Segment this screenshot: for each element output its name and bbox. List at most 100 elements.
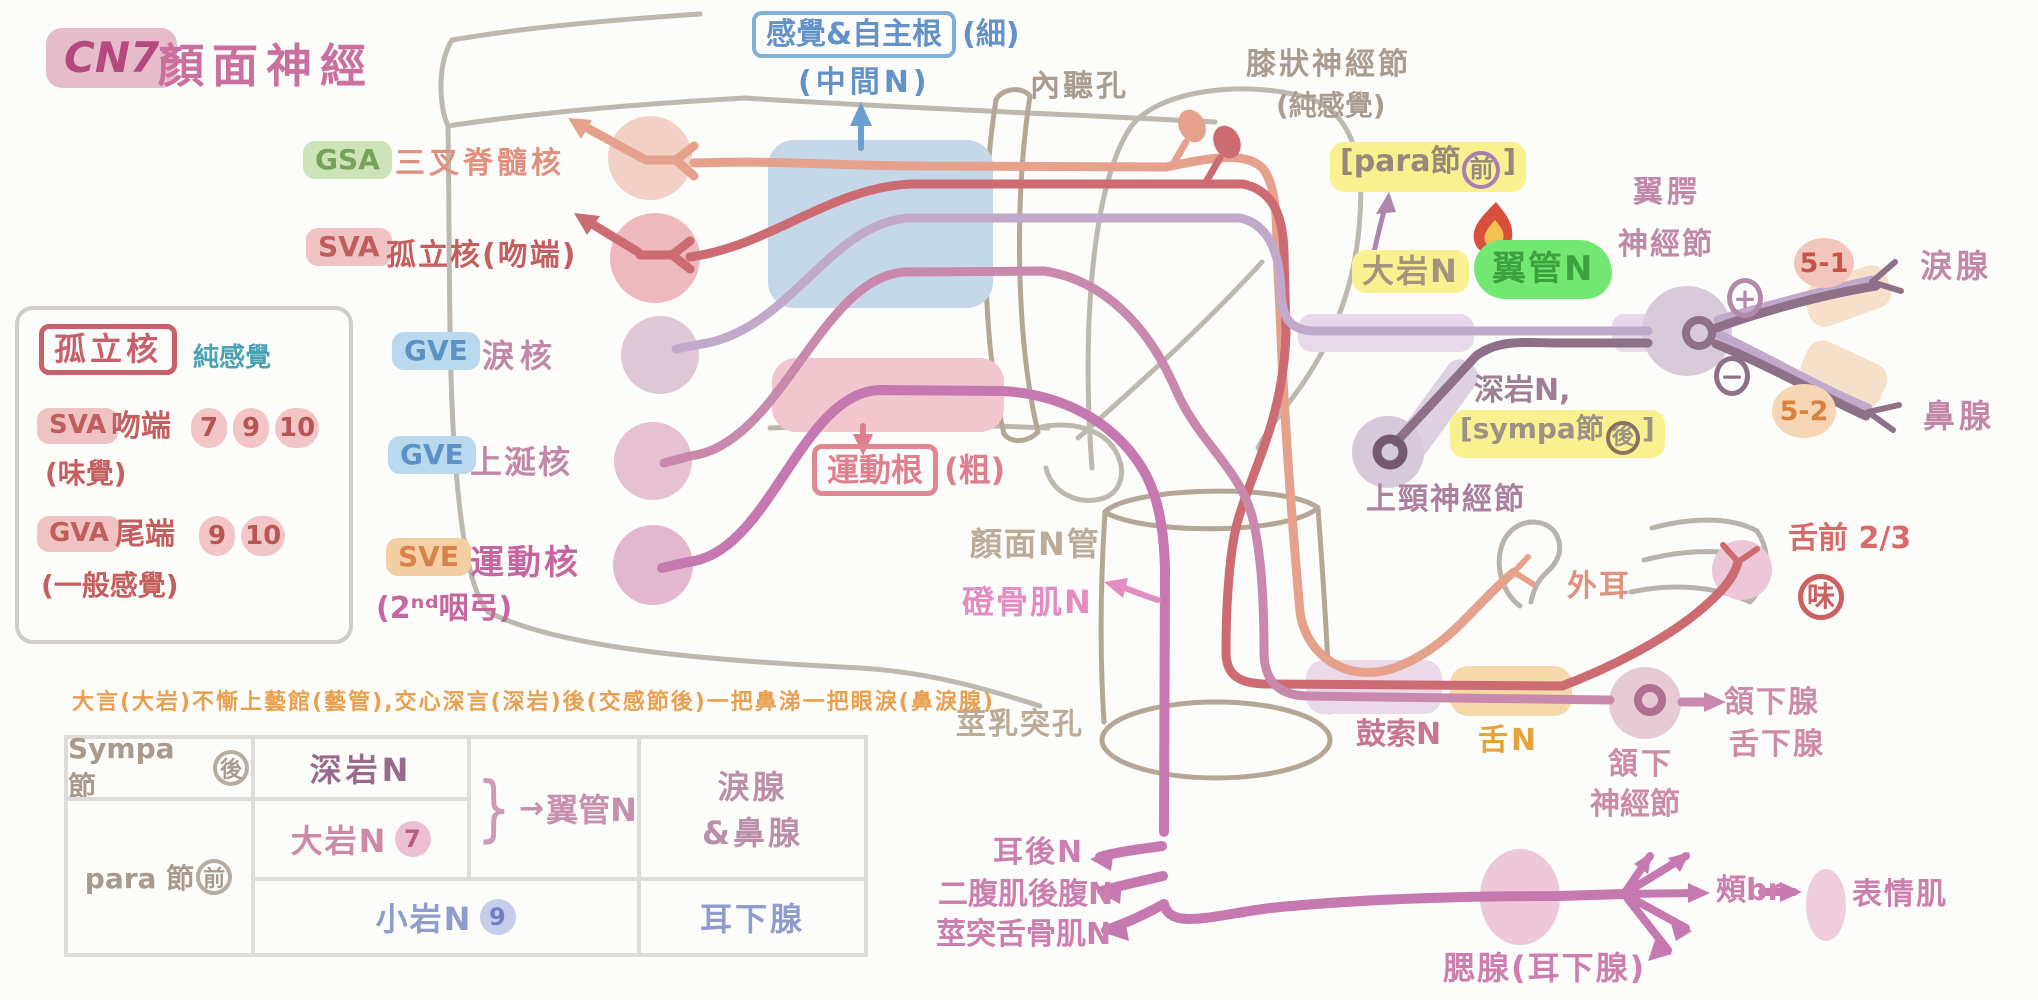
petrosal-summary-table: Sympa 節後 para 節前 深岩N 大岩N 7 小岩N 9 } → 翼管N 淚腺 &…: [64, 732, 868, 957]
motor-arrowheads: [1090, 849, 1802, 961]
solitary-sva-badge: SVA: [37, 408, 119, 444]
solitary-gva-numbers: 9 10: [199, 516, 291, 556]
solitary-gva-sub: (一般感覺): [41, 569, 179, 602]
solitary-gva-text: 尾端: [115, 517, 175, 552]
motor-nucleus-label: 運動核: [470, 543, 581, 583]
stylohyoid-label: 莖突舌骨肌N: [936, 917, 1112, 952]
para-close: ]: [1502, 144, 1517, 179]
table-cell-deep-petrosal: 深岩N: [251, 735, 471, 801]
ganglion-rings: [1372, 316, 1716, 716]
salivatory-nucleus-label: 上涎核: [470, 443, 573, 481]
submandibular-gland-label: 頷下腺: [1724, 685, 1820, 720]
solitary-note: 純感覺: [193, 343, 272, 373]
motor-root-text: 運動根: [812, 444, 939, 496]
iam-and-canal-outline: [983, 87, 1333, 781]
gland-line2: &鼻腺: [702, 814, 803, 852]
anterior-tongue-label: 舌前 2/3: [1788, 521, 1912, 556]
otic-text: 耳下腺: [699, 900, 805, 938]
vidian-nerve-label: 翼管N: [1474, 240, 1613, 300]
num-9: 9: [233, 408, 269, 448]
para-circled-char: 前: [1462, 150, 1501, 189]
sva-badge: SVA: [306, 228, 392, 267]
ppg-label-line1: 翼腭: [1633, 175, 1701, 210]
plus-sign: +: [1727, 278, 1763, 318]
v2-badge: 5-2: [1772, 384, 1836, 438]
motor-root-suffix: (粗): [944, 451, 1006, 489]
motor-pathway: [657, 384, 1798, 954]
digastric-label: 二腹肌後腹N: [938, 877, 1114, 912]
num-9b: 9: [199, 516, 235, 556]
deep-text: 深岩N: [309, 751, 413, 789]
facial-canal-label: 顏面N管: [970, 525, 1101, 563]
facial-muscles-label: 表情肌: [1852, 877, 1948, 912]
table-cell-sympa: Sympa 節 後: [64, 732, 255, 803]
sympa-postganglionic-label: [sympa節後]: [1450, 410, 1665, 458]
table-cell-lesser-petrosal: 小岩N 9: [251, 877, 641, 957]
lacrimal-nucleus-label: 淚核: [482, 337, 559, 375]
nasal-gland-label: 鼻腺: [1923, 397, 1996, 435]
buccal-branch-label: 頰br: [1716, 873, 1783, 908]
gve1-badge: GVE: [392, 332, 480, 371]
page-title: 顏面神經: [158, 39, 374, 93]
merge-arrow: →: [518, 790, 545, 826]
solitary-nucleus-box: 孤立核 純感覺 SVA 吻端 7 9 10 (味覺) GVA 尾端 9 10 (一般感…: [15, 306, 353, 644]
gve1-badge-text: GVE: [392, 332, 480, 371]
gsa-badge-text: GSA: [303, 141, 392, 180]
num-10b: 10: [241, 516, 286, 556]
external-ear-label: 外耳: [1567, 569, 1631, 604]
scg-label: 上頸神經節: [1366, 482, 1526, 517]
para-preganglionic-label: [para節前]: [1330, 142, 1527, 192]
table-cell-para: para 節前: [64, 797, 255, 957]
para-text: para 節: [84, 862, 195, 895]
gve2-badge: GVE: [388, 436, 476, 475]
gland-line1: 淚腺: [717, 768, 788, 806]
gve2-badge-text: GVE: [388, 436, 476, 475]
sva-badge-text: SVA: [306, 228, 392, 267]
minus-sign: −: [1714, 356, 1750, 396]
num-7: 7: [191, 408, 227, 448]
lacrimal-gland-label: 淚腺: [1920, 247, 1993, 285]
chorda-tympani-label: 鼓索N: [1356, 717, 1442, 752]
sensory-root-label: 感覺&自主根 (細): [752, 11, 1020, 58]
sympa-close: ]: [1641, 412, 1655, 445]
sve-badge: SVE: [386, 538, 471, 577]
sve-badge-text: SVE: [386, 538, 471, 577]
table-cell-vidian: } → 翼管N: [467, 735, 641, 881]
num-10: 10: [275, 408, 320, 448]
parotid-label: 腮腺(耳下腺): [1443, 949, 1647, 987]
stapedius-label: 磴骨肌N: [962, 583, 1093, 621]
sympa-open: [sympa節: [1460, 412, 1604, 445]
sva-nucleus-label: 孤立核(吻端): [386, 238, 578, 273]
para-circ: 前: [196, 859, 233, 895]
sympathetic-pathway: [1391, 259, 1904, 447]
solitary-gva-badge-text: GVA: [37, 516, 121, 552]
title-badge: CN7: [46, 28, 178, 89]
solitary-heading: 孤立核: [39, 324, 178, 375]
sva-ta​ste-pathway: [579, 125, 1760, 691]
gsa-pathway: [573, 109, 1536, 677]
merge-bracket: }: [476, 766, 512, 850]
gsa-nucleus-label: 三叉脊髓核: [395, 146, 565, 181]
lesser-num: 9: [480, 899, 517, 935]
stapedius-arrow: [1104, 578, 1161, 603]
solitary-sva-text: 吻端: [111, 409, 171, 444]
table-cell-otic-gland: 耳下腺: [637, 877, 868, 957]
para-open: [para節: [1340, 144, 1461, 179]
stylomastoid-label: 莖乳突孔: [956, 707, 1084, 742]
v1-badge: 5-1: [1794, 238, 1854, 288]
taste-circle-label: 味: [1798, 574, 1844, 620]
geniculate-label: 膝狀神經節: [1246, 47, 1411, 82]
lingual-nerve-label: 舌N: [1478, 723, 1540, 758]
geniculate-sub: (純感覺): [1276, 89, 1386, 122]
greater-num: 7: [395, 821, 432, 857]
smg-label-line2: 神經節: [1590, 787, 1680, 822]
iam-label: 內聽孔: [1030, 69, 1129, 104]
smg-label-line1: 頷下: [1608, 747, 1674, 782]
posterior-auricular-label: 耳後N: [993, 835, 1085, 870]
table-cell-greater-petrosal: 大岩N 7: [251, 797, 471, 881]
mnemonic-note: 大言(大岩)不慚上藝館(藝管),交心深言(深岩)後(交感節後)一把鼻涕一把眼淚(…: [72, 690, 995, 715]
deep-petrosal-label: 深岩N,: [1474, 373, 1571, 408]
sympa-text: Sympa 節: [68, 731, 175, 803]
